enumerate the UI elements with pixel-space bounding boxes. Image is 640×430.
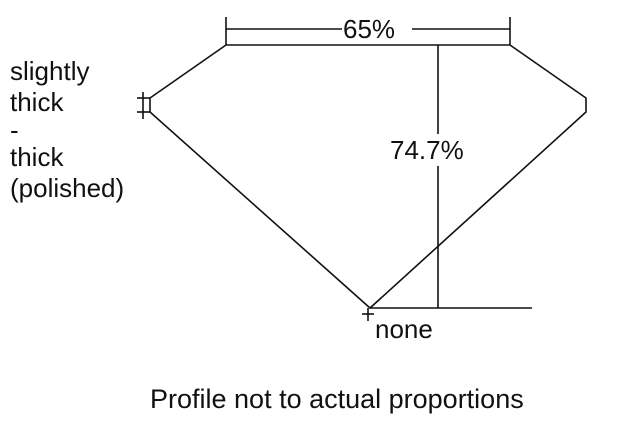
girdle-label-line: slightly bbox=[10, 56, 90, 86]
girdle-label-line: thick bbox=[10, 142, 64, 172]
depth-percent-label: 74.7% bbox=[390, 135, 464, 165]
diamond-outline bbox=[149, 44, 587, 310]
table-percent-label: 65% bbox=[343, 14, 396, 44]
culet-marker-icon bbox=[362, 308, 374, 321]
girdle-marker-icon bbox=[137, 92, 150, 119]
girdle-label: slightly thick - thick (polished) bbox=[10, 56, 124, 204]
culet-label: none bbox=[375, 314, 433, 344]
footnote: Profile not to actual proportions bbox=[150, 384, 524, 414]
girdle-label-line: - bbox=[10, 115, 19, 145]
girdle-label-line: thick bbox=[10, 87, 64, 117]
girdle-label-line: (polished) bbox=[10, 173, 125, 203]
